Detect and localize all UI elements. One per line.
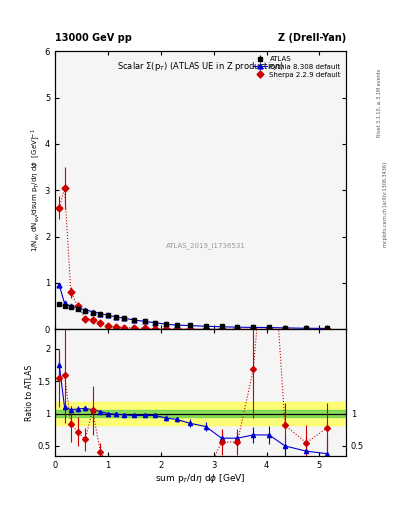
Text: mcplots.cern.ch [arXiv:1306.3436]: mcplots.cern.ch [arXiv:1306.3436] [383, 162, 387, 247]
Text: ATLAS_2019_I1736531: ATLAS_2019_I1736531 [166, 243, 246, 249]
Bar [55, 410, 346, 417]
Y-axis label: 1/N$_{\rm ev}$ dN$_{\rm ev}$/dsum p$_{\rm T}$/d$\eta$ d$\phi$  [GeV]$^{-1}$: 1/N$_{\rm ev}$ dN$_{\rm ev}$/dsum p$_{\r… [29, 129, 42, 252]
Text: Scalar $\Sigma$(p$_T$) (ATLAS UE in Z production): Scalar $\Sigma$(p$_T$) (ATLAS UE in Z pr… [117, 59, 284, 73]
Bar [55, 402, 346, 425]
Y-axis label: Ratio to ATLAS: Ratio to ATLAS [25, 365, 34, 420]
Text: Z (Drell-Yan): Z (Drell-Yan) [277, 33, 346, 43]
X-axis label: sum p$_T$/d$\eta$ d$\phi$ [GeV]: sum p$_T$/d$\eta$ d$\phi$ [GeV] [155, 472, 246, 485]
Text: Rivet 3.1.10, ≥ 3.1M events: Rivet 3.1.10, ≥ 3.1M events [377, 68, 382, 137]
Text: 13000 GeV pp: 13000 GeV pp [55, 33, 132, 43]
Legend: ATLAS, Pythia 8.308 default, Sherpa 2.2.9 default: ATLAS, Pythia 8.308 default, Sherpa 2.2.… [252, 55, 342, 79]
